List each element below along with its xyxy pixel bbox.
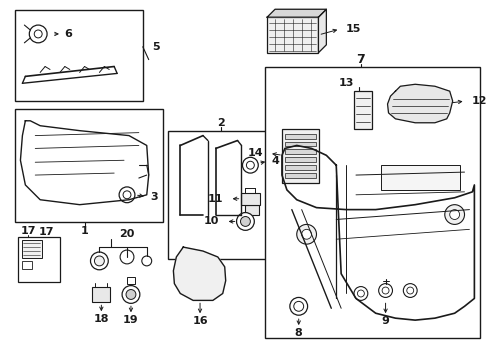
Bar (264, 67, 479, 338)
Circle shape (142, 256, 151, 266)
Polygon shape (266, 9, 325, 17)
Text: 20: 20 (119, 229, 134, 239)
Bar (285, 165, 316, 170)
Circle shape (34, 30, 42, 38)
Polygon shape (318, 9, 325, 53)
Text: 11: 11 (207, 194, 222, 204)
Circle shape (293, 301, 303, 311)
Bar (168, 131, 269, 259)
Circle shape (236, 212, 254, 230)
Circle shape (242, 157, 258, 173)
Bar (92, 287, 110, 302)
Circle shape (289, 297, 307, 315)
Circle shape (94, 256, 104, 266)
Circle shape (122, 285, 140, 303)
Text: 6: 6 (64, 29, 72, 39)
Circle shape (449, 210, 459, 220)
Text: 16: 16 (192, 316, 207, 326)
Text: 10: 10 (203, 216, 218, 226)
Circle shape (296, 224, 316, 244)
Bar (285, 149, 316, 154)
Bar (22, 240, 42, 258)
Polygon shape (173, 247, 225, 300)
Text: 18: 18 (93, 314, 109, 324)
Bar (240, 193, 260, 205)
Circle shape (119, 187, 135, 203)
Text: 1: 1 (81, 226, 88, 236)
Bar (285, 141, 316, 147)
Circle shape (378, 284, 392, 297)
Circle shape (120, 250, 134, 264)
Bar (285, 157, 316, 162)
Text: 13: 13 (338, 78, 353, 88)
Circle shape (240, 216, 250, 226)
Text: 17: 17 (20, 226, 36, 236)
Circle shape (246, 161, 254, 169)
Circle shape (126, 289, 136, 300)
Bar (127, 277, 135, 284)
Text: 2: 2 (217, 118, 224, 128)
Circle shape (444, 205, 464, 224)
Text: 7: 7 (356, 53, 365, 66)
Text: 12: 12 (470, 96, 486, 106)
Circle shape (381, 287, 388, 294)
Bar (15, 109, 162, 222)
Text: 5: 5 (151, 42, 159, 52)
Bar (380, 165, 459, 190)
Bar (285, 134, 316, 139)
Text: 15: 15 (346, 24, 361, 34)
Text: 17: 17 (38, 227, 54, 237)
Text: 8: 8 (294, 328, 302, 338)
Bar (245, 205, 259, 215)
Circle shape (406, 287, 413, 294)
Bar (266, 17, 318, 53)
Circle shape (123, 191, 131, 199)
Circle shape (403, 284, 416, 297)
Bar (15, 10, 142, 101)
Circle shape (29, 25, 47, 43)
Text: 3: 3 (149, 192, 157, 202)
Circle shape (301, 229, 311, 239)
Bar (22, 261, 32, 269)
Circle shape (90, 252, 108, 270)
Bar (19, 237, 60, 282)
Text: 19: 19 (123, 315, 139, 325)
Bar (353, 91, 371, 129)
Polygon shape (387, 84, 452, 123)
Text: 4: 4 (270, 156, 279, 166)
Text: 9: 9 (381, 316, 389, 326)
Text: 14: 14 (247, 148, 263, 158)
Bar (282, 129, 319, 183)
Circle shape (357, 290, 364, 297)
Bar (285, 173, 316, 178)
Circle shape (353, 287, 367, 300)
